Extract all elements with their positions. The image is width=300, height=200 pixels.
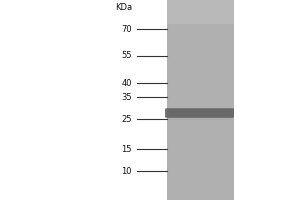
Text: 25: 25 bbox=[122, 114, 132, 123]
Text: 15: 15 bbox=[122, 144, 132, 154]
Text: 10: 10 bbox=[122, 166, 132, 176]
Bar bbox=[167, 0, 234, 200]
Text: 70: 70 bbox=[122, 24, 132, 33]
Text: 35: 35 bbox=[122, 92, 132, 102]
Bar bbox=[167, 0, 234, 24]
FancyBboxPatch shape bbox=[165, 108, 234, 118]
Text: 55: 55 bbox=[122, 51, 132, 60]
Text: 40: 40 bbox=[122, 78, 132, 88]
FancyBboxPatch shape bbox=[167, 114, 232, 119]
Text: KDa: KDa bbox=[115, 3, 132, 12]
